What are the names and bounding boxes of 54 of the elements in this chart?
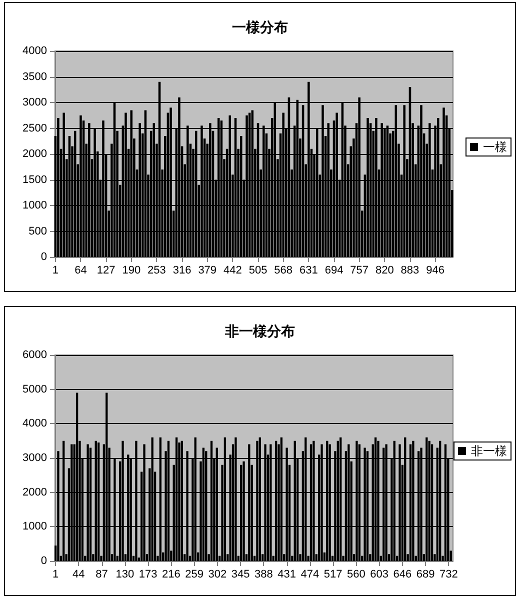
x-tick-label: 388 xyxy=(254,568,273,580)
x-tick-label: 732 xyxy=(440,568,458,580)
x-tick-label: 190 xyxy=(122,264,141,276)
y-tick-label: 3000 xyxy=(22,96,47,108)
legend-label: 一様 xyxy=(483,140,507,154)
x-tick-label: 302 xyxy=(208,568,227,580)
x-tick-label: 130 xyxy=(116,568,134,580)
x-tick-label: 946 xyxy=(426,264,444,276)
x-tick-label: 820 xyxy=(375,264,394,276)
x-tick-label: 505 xyxy=(248,264,268,276)
y-tick-label: 0 xyxy=(40,251,47,263)
x-tick-label: 87 xyxy=(96,568,108,580)
y-tick-label: 1500 xyxy=(22,174,47,186)
x-tick-label: 127 xyxy=(96,264,116,276)
y-tick-label: 3000 xyxy=(22,452,47,464)
x-tick-label: 431 xyxy=(278,568,296,580)
x-tick-label: 474 xyxy=(300,568,320,580)
x-tick-label: 173 xyxy=(138,568,158,580)
y-tick-label: 2000 xyxy=(22,486,47,498)
x-tick-label: 560 xyxy=(347,568,366,580)
x-tick-label: 64 xyxy=(74,264,87,276)
y-tick-label: 2500 xyxy=(22,122,47,134)
x-tick-label: 442 xyxy=(224,264,242,276)
y-tick-label: 4000 xyxy=(22,45,47,57)
chart-title: 非一様分布 xyxy=(224,323,295,339)
legend-label: 非一様 xyxy=(471,444,507,458)
x-tick-label: 631 xyxy=(299,264,318,276)
x-tick-label: 316 xyxy=(172,264,192,276)
y-tick-label: 5000 xyxy=(22,383,47,396)
x-tick-label: 44 xyxy=(72,568,85,580)
x-tick-label: 379 xyxy=(198,264,217,276)
y-tick-label: 4000 xyxy=(22,418,47,430)
x-tick-label: 1 xyxy=(52,568,59,580)
x-tick-label: 568 xyxy=(274,264,293,276)
x-tick-label: 259 xyxy=(185,568,204,580)
x-tick-label: 603 xyxy=(370,568,388,580)
y-tick-label: 2000 xyxy=(22,148,47,160)
x-tick-label: 694 xyxy=(324,264,344,276)
y-tick-label: 500 xyxy=(28,225,47,238)
y-tick-label: 3500 xyxy=(22,70,47,83)
x-tick-label: 216 xyxy=(162,568,180,580)
y-tick-label: 0 xyxy=(40,555,47,567)
y-tick-label: 1000 xyxy=(22,200,47,212)
x-tick-label: 689 xyxy=(416,568,435,580)
x-tick-label: 517 xyxy=(324,568,342,580)
x-tick-label: 757 xyxy=(350,264,369,276)
y-tick-label: 6000 xyxy=(22,349,47,361)
x-tick-label: 345 xyxy=(231,568,250,580)
chart-title: 一様分布 xyxy=(232,19,288,35)
x-tick-label: 883 xyxy=(400,264,420,276)
x-tick-label: 1 xyxy=(52,264,58,276)
x-tick-label: 253 xyxy=(148,264,166,276)
x-tick-label: 646 xyxy=(393,568,412,580)
y-tick-label: 1000 xyxy=(22,520,47,533)
